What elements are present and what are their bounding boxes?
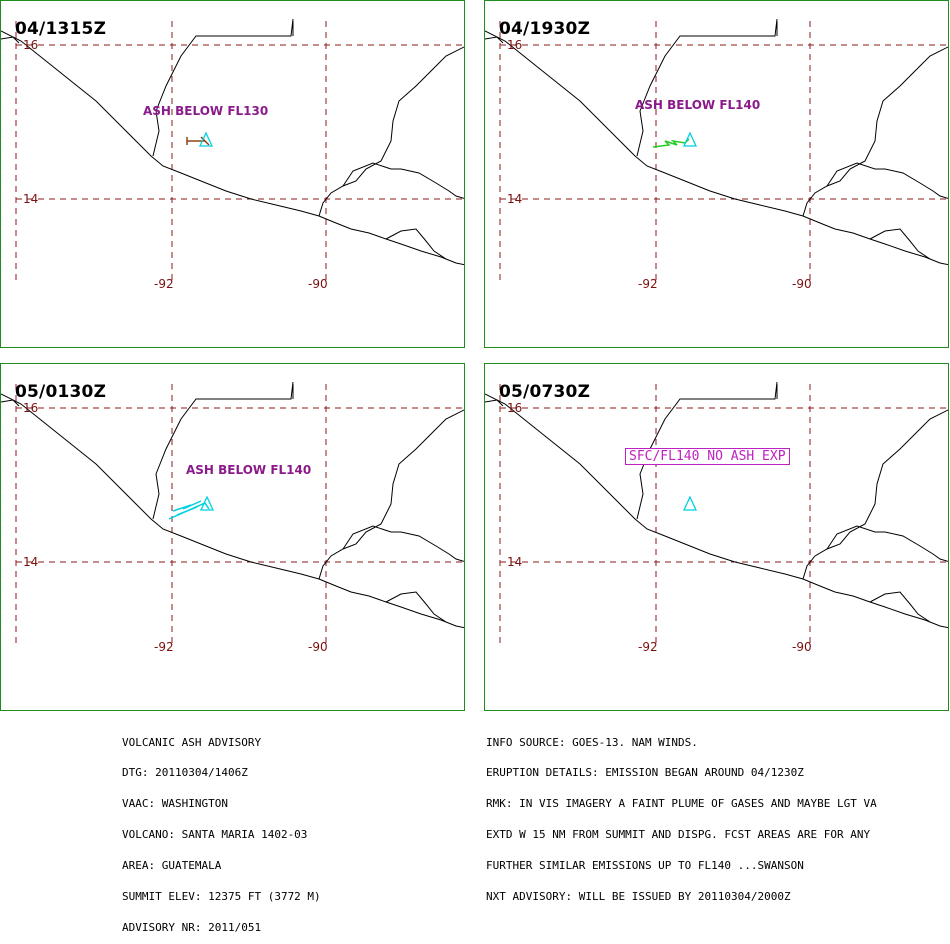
- gulf-coastline: [869, 228, 931, 260]
- gulf-coastline: [385, 228, 447, 260]
- advisory-line: DTG: 20110304/1406Z: [122, 766, 248, 780]
- map-canvas-1: [1, 18, 464, 281]
- map-canvas-4: [485, 381, 948, 644]
- advisory-line: ADVISORY NR: 2011/051: [122, 920, 262, 934]
- forecast-plume-0130-b: [172, 500, 202, 512]
- forecast-plume-0130: [168, 502, 210, 520]
- volcano-icon: [682, 495, 698, 511]
- el-salvador-border: [342, 525, 464, 562]
- lat-16-label: 16: [507, 38, 523, 52]
- honduras-border: [318, 46, 464, 217]
- el-salvador-border: [826, 525, 948, 562]
- advisory-line: FURTHER SIMILAR EMISSIONS UP TO FL140 ..…: [486, 859, 804, 873]
- lon-92-label: -92: [154, 277, 174, 291]
- lat-14-label: 14: [23, 555, 39, 569]
- lon-90-label: -90: [792, 277, 812, 291]
- lat-14-label: 14: [23, 192, 39, 206]
- ash-altitude-label: ASH BELOW FL130: [143, 104, 269, 118]
- panel-time-label: 05/0130Z: [15, 382, 107, 402]
- advisory-line: RMK: IN VIS IMAGERY A FAINT PLUME OF GAS…: [486, 797, 877, 811]
- ash-feature: [186, 131, 214, 147]
- panel-time-label: 04/1315Z: [15, 19, 107, 39]
- observed-plume-1315: [187, 136, 210, 146]
- pacific-coastline: [1, 30, 464, 266]
- gulf-coastline: [869, 591, 931, 623]
- pacific-coastline: [485, 393, 948, 629]
- lon-92-label: -92: [638, 640, 658, 654]
- lon-92-label: -92: [638, 277, 658, 291]
- lat-16-label: 16: [507, 401, 523, 415]
- map-panel-4: 05/0730Z 16 14 -92 -90 SFC/FL140 NO ASH …: [484, 363, 949, 711]
- lat-lon-grid: [15, 21, 464, 281]
- honduras-border: [802, 46, 948, 217]
- coastline-borders: [1, 18, 464, 266]
- pacific-coastline: [485, 30, 948, 266]
- lon-90-label: -90: [308, 277, 328, 291]
- map-canvas-3: [1, 381, 464, 644]
- volcano-icon: [198, 131, 214, 147]
- coastline-borders: [1, 381, 464, 629]
- ash-altitude-label: ASH BELOW FL140: [635, 98, 761, 112]
- gulf-coastline: [385, 591, 447, 623]
- guatemala-mexico-border: [636, 381, 778, 520]
- ash-feature: [652, 131, 698, 148]
- advisory-line: INFO SOURCE: GOES-13. NAM WINDS.: [486, 735, 698, 749]
- lat-lon-grid: [499, 384, 948, 644]
- advisory-line: VOLCANO: SANTA MARIA 1402-03: [122, 828, 308, 842]
- map-panel-3: 05/0130Z 16 14 -92 -90 ASH BELOW FL140: [0, 363, 465, 711]
- map-panel-1: 04/1315Z 16 14 -92 -90 ASH BELOW FL130: [0, 0, 465, 348]
- panel-time-label: 05/0730Z: [499, 382, 591, 402]
- guatemala-mexico-border: [152, 381, 294, 520]
- panel-time-label: 04/1930Z: [499, 19, 591, 39]
- el-salvador-border: [826, 162, 948, 199]
- advisory-details-block: INFO SOURCE: GOES-13. NAM WINDS. ERUPTIO…: [486, 717, 877, 913]
- lat-16-label: 16: [23, 38, 39, 52]
- advisory-line: VAAC: WASHINGTON: [122, 797, 228, 811]
- ash-feature: [682, 495, 698, 511]
- advisory-line: NXT ADVISORY: WILL BE ISSUED BY 20110304…: [486, 890, 791, 904]
- lon-90-label: -90: [792, 640, 812, 654]
- advisory-line: ERUPTION DETAILS: EMISSION BEGAN AROUND …: [486, 766, 804, 780]
- lat-16-label: 16: [23, 401, 39, 415]
- advisory-line: SUMMIT ELEV: 12375 FT (3772 M): [122, 890, 321, 904]
- map-canvas-2: [485, 18, 948, 281]
- advisory-line: EXTD W 15 NM FROM SUMMIT AND DISPG. FCST…: [486, 828, 871, 842]
- guatemala-mexico-border: [152, 18, 294, 157]
- advisory-header-block: VOLCANIC ASH ADVISORY DTG: 20110304/1406…: [122, 717, 321, 944]
- mexico-coast-detail: [485, 36, 504, 44]
- lon-90-label: -90: [308, 640, 328, 654]
- lat-14-label: 14: [507, 192, 523, 206]
- mexico-coast-detail: [485, 399, 504, 407]
- honduras-border: [802, 409, 948, 580]
- volcano-icon: [199, 495, 215, 511]
- volcano-icon: [682, 131, 698, 147]
- advisory-line: AREA: GUATEMALA: [122, 859, 222, 873]
- lat-lon-grid: [15, 384, 464, 644]
- ash-feature: [168, 495, 215, 520]
- guatemala-mexico-border: [636, 18, 778, 157]
- mexico-coast-detail: [1, 399, 20, 407]
- lat-lon-grid: [499, 21, 948, 281]
- honduras-border: [318, 409, 464, 580]
- map-panel-2: 04/1930Z 16 14 -92 -90 ASH BELOW FL140: [484, 0, 949, 348]
- ash-altitude-label: ASH BELOW FL140: [186, 463, 312, 477]
- lon-92-label: -92: [154, 640, 174, 654]
- advisory-line: VOLCANIC ASH ADVISORY: [122, 735, 262, 749]
- mexico-coast-detail: [1, 36, 20, 44]
- lat-14-label: 14: [507, 555, 523, 569]
- coastline-borders: [485, 18, 948, 266]
- coastline-borders: [485, 381, 948, 629]
- pacific-coastline: [1, 393, 464, 629]
- no-ash-expected-box: SFC/FL140 NO ASH EXP: [625, 448, 790, 465]
- el-salvador-border: [342, 162, 464, 199]
